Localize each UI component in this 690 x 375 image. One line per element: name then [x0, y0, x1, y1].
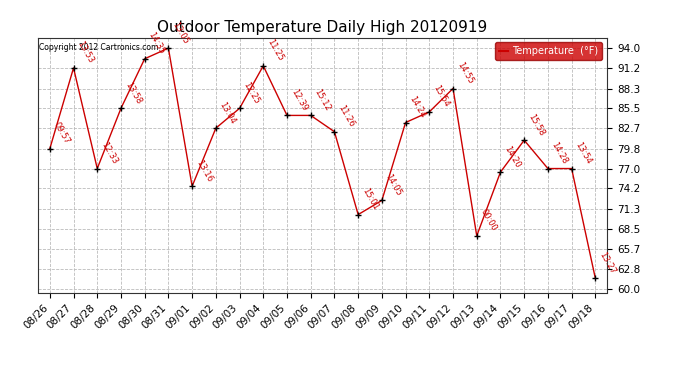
Text: 12:25: 12:25	[241, 80, 261, 105]
Text: 13:53: 13:53	[75, 40, 95, 65]
Text: Copyright 2012 Cartronics.com: Copyright 2012 Cartronics.com	[39, 43, 158, 52]
Text: 15:54: 15:54	[431, 84, 451, 109]
Title: Outdoor Temperature Daily High 20120919: Outdoor Temperature Daily High 20120919	[157, 20, 488, 35]
Text: 09:57: 09:57	[52, 121, 72, 146]
Text: 12:39: 12:39	[289, 87, 308, 112]
Text: 11:26: 11:26	[336, 104, 356, 129]
Legend: Temperature  (°F): Temperature (°F)	[495, 42, 602, 60]
Text: 14:35: 14:35	[146, 31, 166, 56]
Text: 14:05: 14:05	[384, 172, 404, 198]
Text: 13:04: 13:04	[218, 100, 237, 125]
Text: 13:58: 13:58	[123, 80, 143, 105]
Text: 14:24: 14:24	[408, 94, 427, 120]
Text: 14:20: 14:20	[502, 144, 522, 169]
Text: 15:12: 15:12	[313, 87, 333, 112]
Text: 00:00: 00:00	[479, 208, 498, 233]
Text: 13:16: 13:16	[194, 158, 214, 183]
Text: 13:54: 13:54	[573, 141, 593, 166]
Text: 14:55: 14:55	[455, 61, 475, 86]
Text: 15:01: 15:01	[360, 187, 380, 212]
Text: 14:28: 14:28	[550, 141, 569, 166]
Text: 11:25: 11:25	[265, 38, 285, 63]
Text: 15:58: 15:58	[526, 112, 546, 137]
Text: 13:05: 13:05	[170, 20, 190, 45]
Text: 13:27: 13:27	[598, 250, 617, 276]
Text: 12:33: 12:33	[99, 140, 119, 166]
